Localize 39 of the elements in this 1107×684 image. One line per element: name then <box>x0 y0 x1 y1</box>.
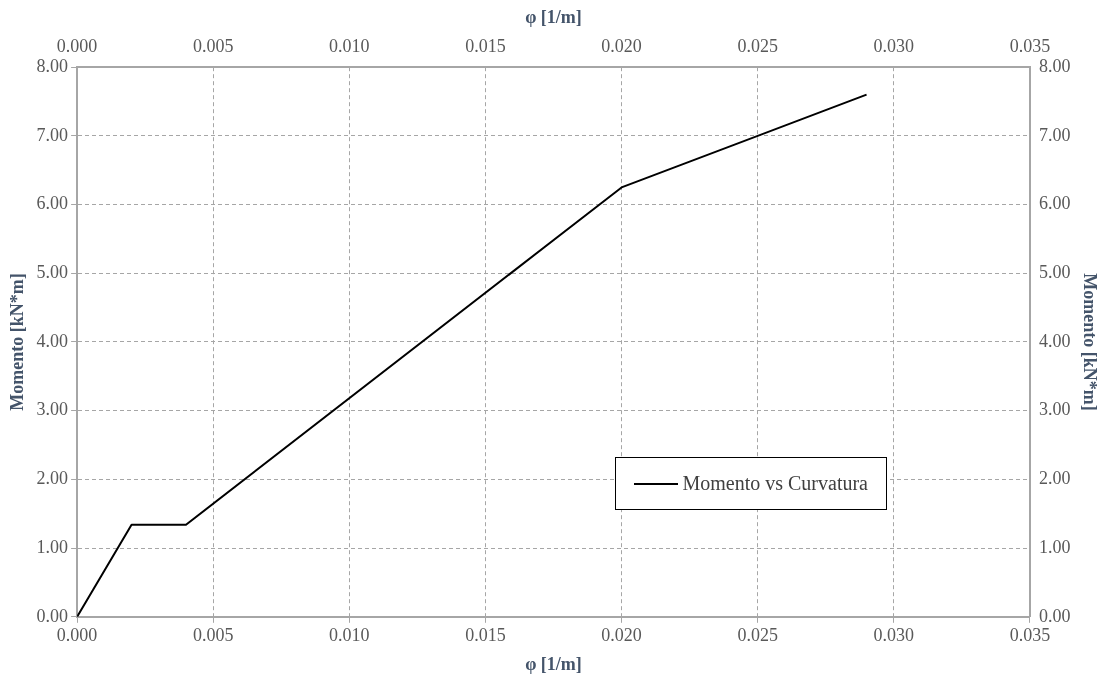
y-tick-label: 1.00 <box>36 536 69 557</box>
x2-tick-label: 0.020 <box>601 36 642 57</box>
y-tick-label: 8.00 <box>36 55 69 76</box>
y2-tick-label: 6.00 <box>1038 193 1071 214</box>
y2-tick-label: 4.00 <box>1038 330 1071 351</box>
y-tick-label: 5.00 <box>36 262 69 283</box>
y2-tick-label: 1.00 <box>1038 536 1071 557</box>
legend-label: Momento vs Curvatura <box>682 472 868 496</box>
x2-tick-label: 0.025 <box>737 36 778 57</box>
y2-tick-label: 5.00 <box>1038 262 1071 283</box>
x2-tick-label: 0.035 <box>1009 36 1051 57</box>
x2-tick-label: 0.015 <box>465 36 506 57</box>
y-axis-title: Momento [kN*m] <box>7 273 28 411</box>
y-tick-label: 3.00 <box>36 399 69 420</box>
x2-tick-label: 0.010 <box>329 36 370 57</box>
y-tick-label: 7.00 <box>36 124 69 145</box>
y-tick-label: 6.00 <box>36 193 69 214</box>
y-tick-label: 2.00 <box>36 468 69 489</box>
x-tick-label: 0.005 <box>192 625 234 646</box>
x2-tick-label: 0.000 <box>56 36 98 57</box>
y2-tick-label: 7.00 <box>1038 124 1071 145</box>
y2-tick-label: 8.00 <box>1038 55 1071 76</box>
x-tick-label: 0.015 <box>465 625 506 646</box>
x-tick-label: 0.025 <box>737 625 778 646</box>
y2-tick-label: 2.00 <box>1038 468 1071 489</box>
x2-tick-label: 0.030 <box>873 36 915 57</box>
y2-axis-title: Momento [kN*m] <box>1079 273 1100 411</box>
x-tick-label: 0.020 <box>601 625 642 646</box>
x-axis-title: φ [1/m] <box>525 653 582 674</box>
x-tick-label: 0.035 <box>1009 625 1051 646</box>
y-tick-label: 4.00 <box>36 330 69 351</box>
x-tick-label: 0.000 <box>56 625 98 646</box>
x2-axis-title: φ [1/m] <box>525 7 582 28</box>
y2-tick-label: 0.00 <box>1038 605 1071 626</box>
x-tick-label: 0.030 <box>873 625 915 646</box>
y2-tick-label: 3.00 <box>1038 399 1071 420</box>
y-tick-label: 0.00 <box>36 605 69 626</box>
x-tick-label: 0.010 <box>329 625 370 646</box>
x2-tick-label: 0.005 <box>192 36 234 57</box>
